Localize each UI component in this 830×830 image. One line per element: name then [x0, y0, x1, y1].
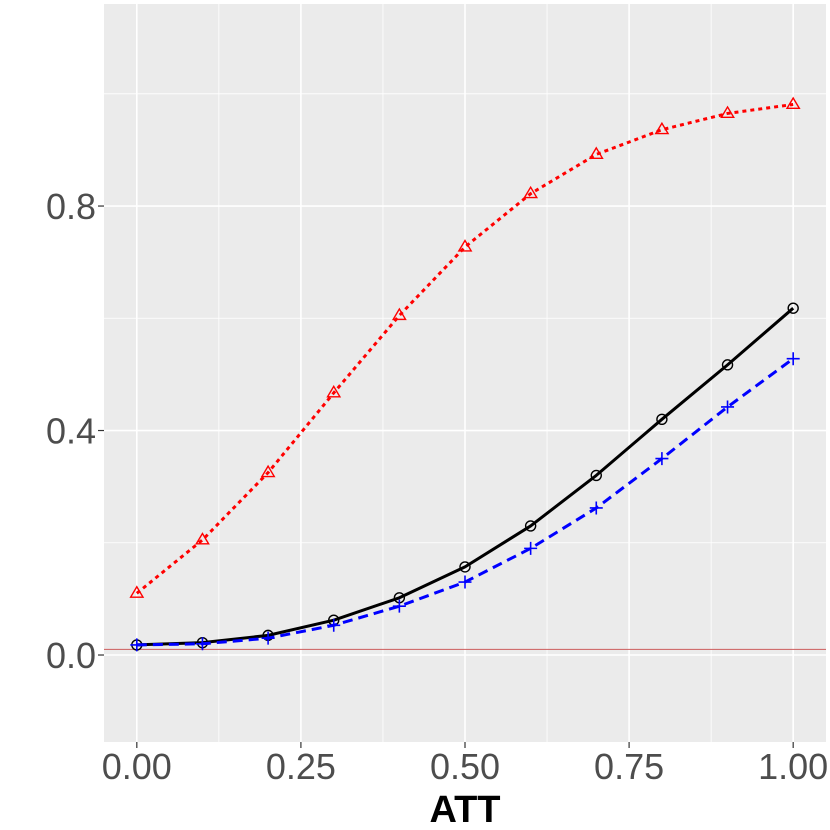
triangle-marker [654, 121, 670, 135]
plus-marker [392, 599, 406, 613]
plus-marker [261, 631, 275, 645]
plus-marker [195, 637, 209, 651]
series-line-circle [136, 307, 795, 647]
x-axis: 0.00 0.25 0.50 0.75 1.00 [102, 742, 828, 787]
y-tick-label: 0.8 [46, 186, 96, 227]
circle-marker [459, 561, 471, 573]
x-tick-label: 0.00 [102, 746, 172, 787]
circle-marker [524, 520, 537, 532]
triangle-marker [720, 105, 735, 119]
plus-marker [524, 541, 538, 555]
x-tick-label: 0.25 [266, 746, 336, 787]
circle-marker [721, 359, 734, 371]
triangle-marker [523, 185, 539, 199]
circle-marker [656, 413, 668, 426]
plus-marker [721, 400, 735, 414]
plus-marker [327, 618, 341, 632]
x-tick-label: 1.00 [758, 746, 828, 787]
triangle-marker [326, 385, 342, 398]
triangle-marker [129, 585, 145, 598]
series-line-triangle [135, 102, 794, 595]
triangle-marker [195, 532, 210, 545]
triangle-marker [457, 239, 473, 252]
major-gridlines [104, 4, 826, 742]
plus-marker [786, 352, 800, 366]
x-tick-label: 0.50 [430, 746, 500, 787]
circle-marker [590, 469, 602, 482]
plus-marker [589, 501, 603, 515]
triangle-marker [588, 146, 604, 160]
series-plus [130, 352, 800, 652]
series-layer [129, 96, 801, 652]
triangle-marker [785, 96, 801, 110]
plus-marker [458, 575, 472, 589]
circle-marker [787, 302, 799, 314]
plus-marker [655, 452, 669, 466]
y-tick-label: 0.4 [46, 411, 96, 452]
series-triangle [129, 96, 801, 598]
plus-marker [130, 638, 144, 652]
triangle-marker [391, 307, 407, 321]
y-tick-label: 0.0 [46, 635, 96, 676]
triangle-marker [260, 464, 276, 478]
x-axis-title: ATT [429, 789, 500, 830]
x-tick-label: 0.75 [594, 746, 664, 787]
y-axis: 0.0 0.4 0.8 [46, 186, 104, 676]
